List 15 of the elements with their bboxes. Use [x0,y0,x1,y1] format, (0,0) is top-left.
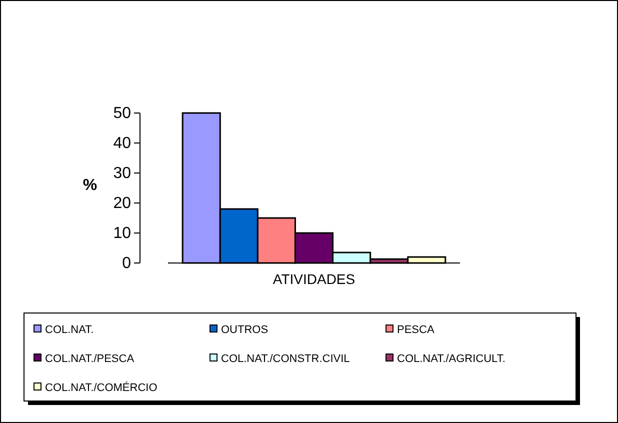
legend-label: COL.NAT./AGRICULT. [397,352,506,365]
legend-label: COL.NAT. [45,324,94,336]
y-tick-label: 50 [113,105,132,122]
legend-label: OUTROS [221,324,268,336]
y-tick-label: 20 [113,195,132,212]
legend-label: COL.NAT./COMÉRCIO [45,380,158,394]
y-tick-label: 40 [113,135,132,152]
legend-label: COL.NAT./PESCA [45,352,135,365]
y-axis-title: % [82,177,98,194]
x-tick-label: ATIVIDADES [272,271,356,288]
y-tick-label: 10 [113,225,132,242]
y-tick-label: 0 [122,255,132,272]
y-tick-label: 30 [113,165,132,182]
legend-label: PESCA [397,324,435,336]
legend-label: COL.NAT./CONSTR.CIVIL [221,352,350,365]
